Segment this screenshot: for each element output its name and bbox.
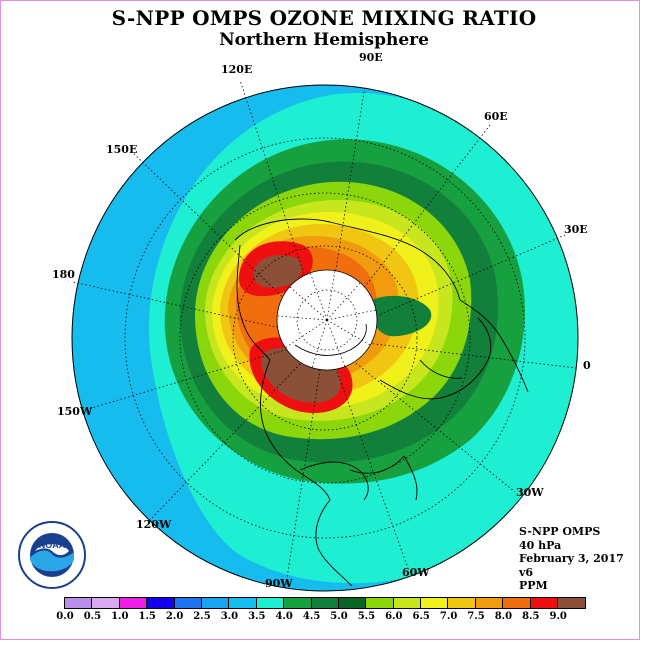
- colorbar-segment: [119, 598, 148, 608]
- colorbar-tick-label: 7.5: [467, 611, 485, 622]
- colorbar-segment: [366, 598, 394, 608]
- colorbar-tick-label: 3.0: [220, 611, 239, 622]
- colorbar-segment: [338, 598, 367, 608]
- colorbar-tick-label: 9.0: [549, 611, 567, 622]
- colorbar-tick-label: 4.0: [275, 611, 293, 622]
- colorbar-segment: [503, 598, 531, 608]
- lon-label-30e: 30E: [564, 223, 588, 236]
- colorbar-tick-label: 2.0: [165, 611, 184, 622]
- colorbar-segment: [475, 598, 504, 608]
- colorbar-segment: [530, 598, 559, 608]
- lon-label-90e: 90E: [359, 51, 383, 64]
- info-block: S-NPP OMPS 40 hPa February 3, 2017 v6 PP…: [519, 525, 624, 593]
- lon-label-0: 0: [583, 359, 591, 372]
- lon-label-30w: 30W: [516, 486, 544, 499]
- colorbar-segment: [65, 598, 93, 608]
- figure-frame: [0, 0, 640, 640]
- colorbar-segment: [256, 598, 285, 608]
- greenland-coast: [294, 323, 367, 356]
- lon-label-150w: 150W: [57, 405, 93, 418]
- ozone-band-8.5-east-siberia: [253, 255, 302, 288]
- lon-label-150e: 150E: [106, 143, 138, 156]
- noaa-logo: NOAA: [18, 521, 86, 589]
- colorbar-segment: [147, 598, 175, 608]
- colorbar-tick-label: 7.0: [439, 611, 458, 622]
- instrument-label: S-NPP OMPS: [519, 525, 601, 538]
- colorbar-segment: [421, 598, 449, 608]
- colorbar-tick-label: 8.0: [494, 611, 513, 622]
- lon-label-60w: 60W: [402, 566, 430, 579]
- colorbar-tick-label: 3.5: [248, 611, 266, 622]
- date-label: February 3, 2017: [519, 552, 624, 565]
- lon-label-120w: 120W: [136, 518, 172, 531]
- colorbar: [64, 597, 587, 609]
- colorbar-tick-label: 4.5: [302, 611, 321, 622]
- colorbar-segment: [201, 598, 230, 608]
- colorbar-tick-label: 1.5: [138, 611, 156, 622]
- colorbar-segment: [558, 598, 586, 608]
- page-title: S-NPP OMPS OZONE MIXING RATIO: [111, 6, 537, 30]
- units-label: PPM: [519, 579, 548, 592]
- colorbar-segment: [393, 598, 422, 608]
- version-label: v6: [519, 565, 534, 579]
- lon-label-120e: 120E: [221, 63, 253, 76]
- colorbar-tick-label: 0.5: [83, 611, 102, 622]
- colorbar-tick-label: 8.5: [522, 611, 540, 622]
- noaa-logo-text: NOAA: [39, 540, 66, 550]
- lon-label-90w: 90W: [265, 577, 293, 590]
- colorbar-tick-label: 5.0: [330, 611, 348, 622]
- colorbar-tick-label: 2.5: [193, 611, 211, 622]
- colorbar-segment: [448, 598, 476, 608]
- colorbar-tick-label: 6.5: [412, 611, 430, 622]
- colorbar-segment: [92, 598, 120, 608]
- colorbar-tick-label: 1.0: [111, 611, 129, 622]
- pressure-label: 40 hPa: [519, 538, 562, 552]
- lon-label-60e: 60E: [484, 110, 508, 123]
- colorbar-tick-label: 6.0: [385, 611, 403, 622]
- colorbar-segment: [229, 598, 257, 608]
- colorbar-segment: [311, 598, 339, 608]
- colorbar-tick-label: 0.0: [56, 611, 74, 622]
- colorbar-segment: [174, 598, 202, 608]
- colorbar-segment: [284, 598, 312, 608]
- lon-label-180: 180: [52, 268, 75, 281]
- colorbar-tick-label: 5.5: [357, 611, 376, 622]
- polar-graticule: [277, 269, 377, 369]
- page-subtitle: Northern Hemisphere: [219, 30, 429, 50]
- coastlines: [234, 218, 529, 587]
- map-boundary: [71, 84, 579, 592]
